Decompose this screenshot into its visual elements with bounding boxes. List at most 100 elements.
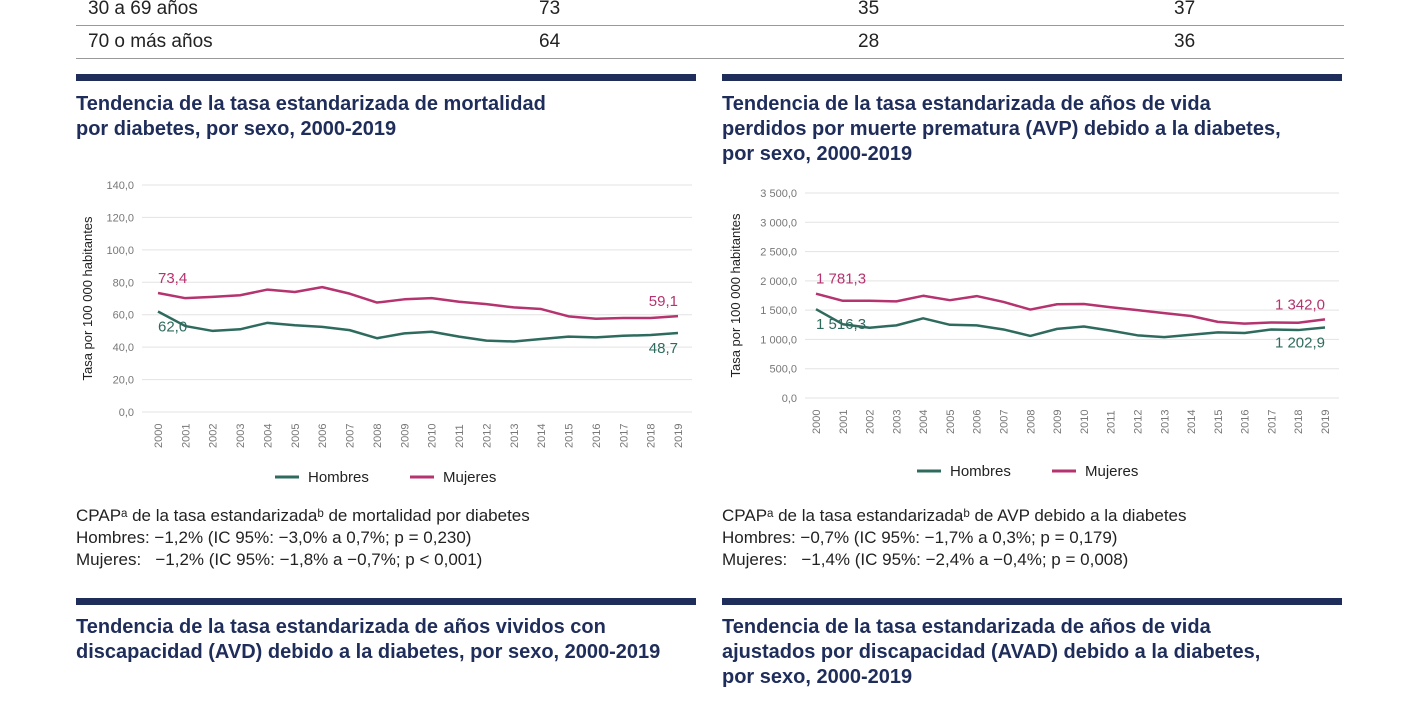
section-divider: [722, 598, 1342, 605]
x-tick-label: 2005: [945, 410, 957, 434]
note-line: Hombres: −1,2% (IC 95%: −3,0% a 0,7%; p …: [76, 528, 472, 547]
x-tick-label: 2015: [564, 424, 576, 448]
x-tick-label: 2000: [811, 410, 823, 434]
data-label: 62,0: [158, 318, 187, 335]
data-label: 1 342,0: [1275, 296, 1325, 313]
series-line-mujeres: [815, 292, 1326, 325]
note-line: Mujeres: −1,4% (IC 95%: −2,4% a −0,4%; p…: [722, 550, 1129, 569]
title-line: perdidos por muerte prematura (AVP) debi…: [722, 118, 1281, 140]
note-line: CPAPᵃ de la tasa estandarizadaᵇ de morta…: [76, 506, 530, 525]
title-line: por sexo, 2000-2019: [722, 666, 913, 688]
y-tick-label: 0,0: [119, 407, 134, 419]
x-tick-label: 2007: [345, 424, 357, 448]
y-tick-label: 40,0: [113, 342, 134, 354]
series-line-hombres: [157, 310, 679, 343]
legend-label: Hombres: [950, 463, 1011, 480]
legend-label: Mujeres: [1085, 463, 1138, 480]
x-tick-label: 2010: [1079, 410, 1091, 434]
y-tick-label: 140,0: [106, 180, 134, 192]
y-tick-label: 0,0: [782, 393, 797, 405]
section-title: Tendencia de la tasa estandarizada de añ…: [722, 615, 1260, 690]
section-divider: [76, 598, 696, 605]
row-label: 30 a 69 años: [88, 0, 198, 19]
legend-label: Mujeres: [443, 469, 496, 486]
y-tick-label: 100,0: [106, 245, 134, 257]
cpap-note: CPAPᵃ de la tasa estandarizadaᵇ de morta…: [76, 505, 530, 571]
x-tick-label: 2013: [1159, 410, 1171, 434]
x-tick-label: 2003: [891, 410, 903, 434]
y-tick-label: 3 500,0: [760, 188, 797, 200]
title-line: por sexo, 2000-2019: [722, 143, 913, 165]
data-label: 48,7: [649, 340, 678, 357]
x-tick-label: 2012: [481, 424, 493, 448]
x-tick-label: 2009: [1052, 410, 1064, 434]
y-tick-label: 2 000,0: [760, 276, 797, 288]
title-line: discapacidad (AVD) debido a la diabetes,…: [76, 641, 661, 663]
x-tick-label: 2017: [618, 424, 630, 448]
title-line: ajustados por discapacidad (AVAD) debido…: [722, 641, 1261, 663]
cell: 28: [858, 31, 880, 52]
legend-label: Hombres: [308, 469, 369, 486]
y-tick-label: 80,0: [113, 277, 134, 289]
row-label: 70 o más años: [88, 31, 213, 52]
x-tick-label: 2004: [262, 424, 274, 448]
x-tick-label: 2008: [372, 424, 384, 448]
x-tick-label: 2019: [673, 424, 685, 448]
x-tick-label: 2018: [646, 424, 658, 448]
cell: 35: [858, 0, 880, 19]
x-tick-label: 2002: [208, 424, 220, 448]
y-tick-label: 500,0: [769, 364, 797, 376]
x-tick-label: 2002: [865, 410, 877, 434]
data-label: 59,1: [649, 293, 678, 310]
x-tick-label: 2011: [1106, 410, 1118, 434]
section-divider: [76, 74, 696, 81]
cell: 73: [539, 0, 561, 19]
y-tick-label: 20,0: [113, 375, 134, 387]
x-tick-label: 2007: [999, 410, 1011, 434]
x-tick-label: 2006: [317, 424, 329, 448]
cell: 36: [1174, 31, 1196, 52]
data-label: 1 202,9: [1275, 335, 1325, 352]
title-line: por diabetes, por sexo, 2000-2019: [76, 118, 397, 140]
cell: 37: [1174, 0, 1196, 19]
x-tick-label: 2001: [180, 424, 192, 448]
section-title: Tendencia de la tasa estandarizada de añ…: [76, 615, 660, 665]
section-divider: [722, 74, 1342, 81]
y-tick-label: 2 500,0: [760, 247, 797, 259]
x-tick-label: 2016: [591, 424, 603, 448]
x-tick-label: 2017: [1266, 410, 1278, 434]
x-tick-label: 2005: [290, 424, 302, 448]
x-tick-label: 2000: [153, 424, 165, 448]
y-tick-label: 3 000,0: [760, 217, 797, 229]
chart-title: Tendencia de la tasa estandarizada de añ…: [722, 92, 1281, 167]
x-tick-label: 2015: [1213, 410, 1225, 434]
data-label: 73,4: [158, 270, 187, 287]
x-tick-label: 2004: [918, 410, 930, 434]
table-row: 30 a 69 años 73 35 37: [76, 0, 1344, 26]
x-tick-label: 2014: [1186, 410, 1198, 434]
x-tick-label: 2014: [536, 424, 548, 448]
table-row: 70 o más años 64 28 36: [76, 25, 1344, 59]
y-axis-label: Tasa por 100 000 habitantes: [728, 213, 743, 378]
y-tick-label: 120,0: [106, 212, 134, 224]
x-tick-label: 2012: [1132, 410, 1144, 434]
y-axis-label: Tasa por 100 000 habitantes: [80, 216, 95, 381]
x-tick-label: 2010: [427, 424, 439, 448]
x-tick-label: 2018: [1293, 410, 1305, 434]
y-tick-label: 60,0: [113, 310, 134, 322]
data-label: 1 516,3: [816, 316, 866, 333]
series-line-hombres: [815, 308, 1326, 339]
cell: 64: [539, 31, 561, 52]
series-line-mujeres: [157, 285, 679, 321]
title-line: Tendencia de la tasa estandarizada de añ…: [722, 93, 1211, 115]
x-tick-label: 2016: [1240, 410, 1252, 434]
note-line: CPAPᵃ de la tasa estandarizadaᵇ de AVP d…: [722, 506, 1187, 525]
x-tick-label: 2011: [454, 424, 466, 448]
x-tick-label: 2013: [509, 424, 521, 448]
data-label: 1 781,3: [816, 271, 866, 288]
x-tick-label: 2001: [838, 410, 850, 434]
title-line: Tendencia de la tasa estandarizada de añ…: [722, 616, 1211, 638]
y-tick-label: 1 000,0: [760, 334, 797, 346]
